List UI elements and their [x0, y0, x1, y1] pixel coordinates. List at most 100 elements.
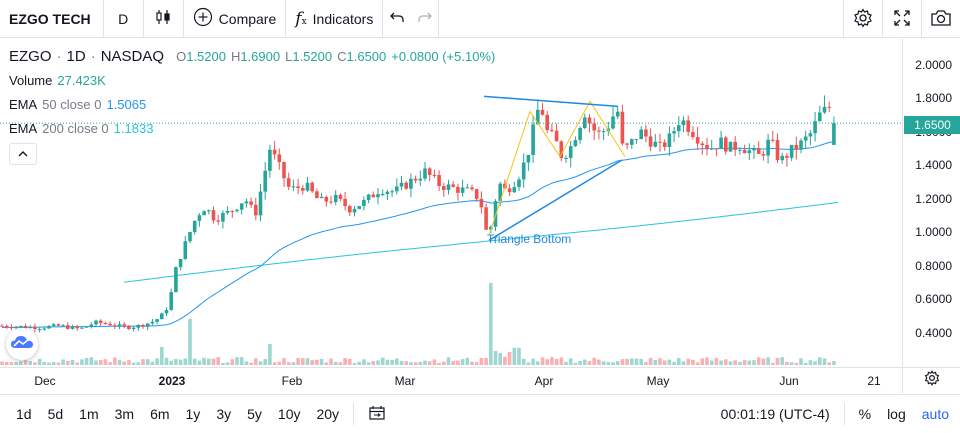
- range-button-10y[interactable]: 10y: [277, 406, 301, 422]
- candle-body: [268, 149, 272, 171]
- scale-settings-button[interactable]: [902, 367, 960, 393]
- candle-body: [141, 324, 145, 327]
- volume-bar: [752, 360, 756, 365]
- time-axis[interactable]: Dec 2023 Feb Mar Apr May Jun 21: [0, 367, 902, 393]
- symbol-search-button[interactable]: EZGO TECH: [0, 0, 104, 38]
- volume-bar: [427, 361, 432, 365]
- volume-bar: [615, 361, 620, 365]
- candle-body: [460, 187, 465, 193]
- volume-bar: [127, 360, 131, 365]
- volume-bar: [197, 360, 202, 365]
- volume-bar: [465, 357, 470, 365]
- undo-button[interactable]: [383, 0, 411, 38]
- settings-button[interactable]: [843, 0, 882, 38]
- date-range-button[interactable]: [360, 405, 394, 424]
- auto-scale-toggle[interactable]: auto: [921, 406, 949, 422]
- fullscreen-button[interactable]: [882, 0, 921, 38]
- candle-body: [677, 125, 681, 132]
- candle-body: [404, 182, 408, 189]
- volume-bar: [747, 360, 752, 365]
- range-button-1y[interactable]: 1y: [185, 406, 201, 422]
- trendline-lower: [488, 159, 623, 242]
- candle-body: [531, 124, 535, 155]
- candle-body: [728, 141, 733, 152]
- candle-body: [634, 139, 639, 141]
- candle-body: [813, 121, 817, 134]
- volume-bar: [47, 362, 51, 365]
- interval-button[interactable]: D: [104, 0, 144, 38]
- volume-bar: [639, 358, 643, 365]
- volume-bar: [385, 359, 390, 365]
- volume-bar: [207, 358, 211, 365]
- ema50-legend-row[interactable]: EMA 50 close 0 1.5065: [9, 93, 495, 117]
- symbol-legend-row: EZGO · 1D · NASDAQ O1.5200 H1.6900 L1.52…: [9, 45, 495, 69]
- volume-bar: [545, 359, 549, 365]
- volume-bar: [136, 362, 141, 365]
- chart-pane[interactable]: Triangle Bottom: [0, 39, 902, 367]
- range-button-3y[interactable]: 3y: [216, 406, 232, 422]
- legend-sep-1: ·: [56, 48, 62, 65]
- ema50-line: [1, 141, 834, 328]
- range-button-6m[interactable]: 6m: [150, 406, 170, 422]
- volume-bar: [653, 359, 658, 365]
- chart-type-button[interactable]: [144, 0, 184, 38]
- volume-bar: [583, 359, 587, 365]
- volume-bar: [164, 357, 169, 365]
- volume-bar: [470, 361, 474, 365]
- volume-bar: [662, 360, 667, 365]
- candle-body: [75, 326, 79, 329]
- legend-symbol: EZGO: [9, 48, 52, 65]
- candle-body: [286, 178, 291, 187]
- volume-bar: [832, 361, 836, 365]
- log-scale-toggle[interactable]: log: [887, 406, 906, 422]
- range-button-1m[interactable]: 1m: [79, 406, 99, 422]
- range-button-5y[interactable]: 5y: [247, 406, 262, 422]
- candle-body: [536, 109, 540, 125]
- percent-scale-toggle[interactable]: %: [858, 406, 872, 422]
- volume-bar: [822, 358, 827, 365]
- candle-body: [498, 183, 502, 202]
- ema200-legend-row[interactable]: EMA 200 close 0 1.1833: [9, 117, 495, 141]
- volume-bar: [33, 362, 37, 365]
- legend-collapse-button[interactable]: [9, 143, 37, 165]
- candle-body: [14, 326, 18, 329]
- volume-bar: [75, 362, 79, 365]
- volume-bar: [329, 358, 333, 365]
- candle-body: [521, 162, 526, 180]
- candle-body: [564, 157, 568, 159]
- candle-body: [160, 313, 164, 320]
- price-axis-label: 0.8000: [915, 258, 952, 273]
- volume-bar: [714, 358, 719, 365]
- volume-bar: [686, 358, 690, 365]
- candle-body: [0, 325, 4, 327]
- volume-bar: [371, 361, 376, 365]
- candle-body: [686, 120, 690, 132]
- tradingview-logo[interactable]: [6, 328, 38, 360]
- snapshot-button[interactable]: [921, 0, 960, 38]
- candle-body: [780, 155, 784, 161]
- candle-body: [357, 206, 361, 209]
- range-button-1d[interactable]: 1d: [16, 406, 32, 422]
- candle-body: [625, 143, 629, 145]
- candle-body: [456, 186, 460, 193]
- candle-body: [366, 194, 371, 200]
- volume-legend-row[interactable]: Volume 27.423K: [9, 69, 495, 93]
- volume-bar: [225, 362, 230, 365]
- volume-bar: [23, 360, 28, 365]
- price-chart[interactable]: Triangle Bottom: [0, 39, 902, 367]
- volume-bar: [131, 362, 136, 365]
- volume-bar: [352, 362, 357, 365]
- interval-label: D: [118, 10, 129, 27]
- compare-button[interactable]: Compare: [184, 0, 287, 38]
- clock-timezone[interactable]: 00:01:19 (UTC-4): [720, 406, 830, 422]
- candle-body: [51, 324, 56, 327]
- indicators-button[interactable]: fx Indicators: [286, 0, 384, 38]
- redo-button[interactable]: [411, 0, 440, 38]
- candle-body: [418, 178, 423, 181]
- range-button-3m[interactable]: 3m: [114, 406, 135, 422]
- range-button-5d[interactable]: 5d: [47, 406, 64, 422]
- range-button-20y[interactable]: 20y: [316, 406, 340, 422]
- volume-bar: [568, 358, 573, 365]
- price-axis[interactable]: 2.00001.80001.60001.40001.20001.00000.80…: [902, 39, 960, 367]
- calendar-range-icon: [368, 405, 386, 424]
